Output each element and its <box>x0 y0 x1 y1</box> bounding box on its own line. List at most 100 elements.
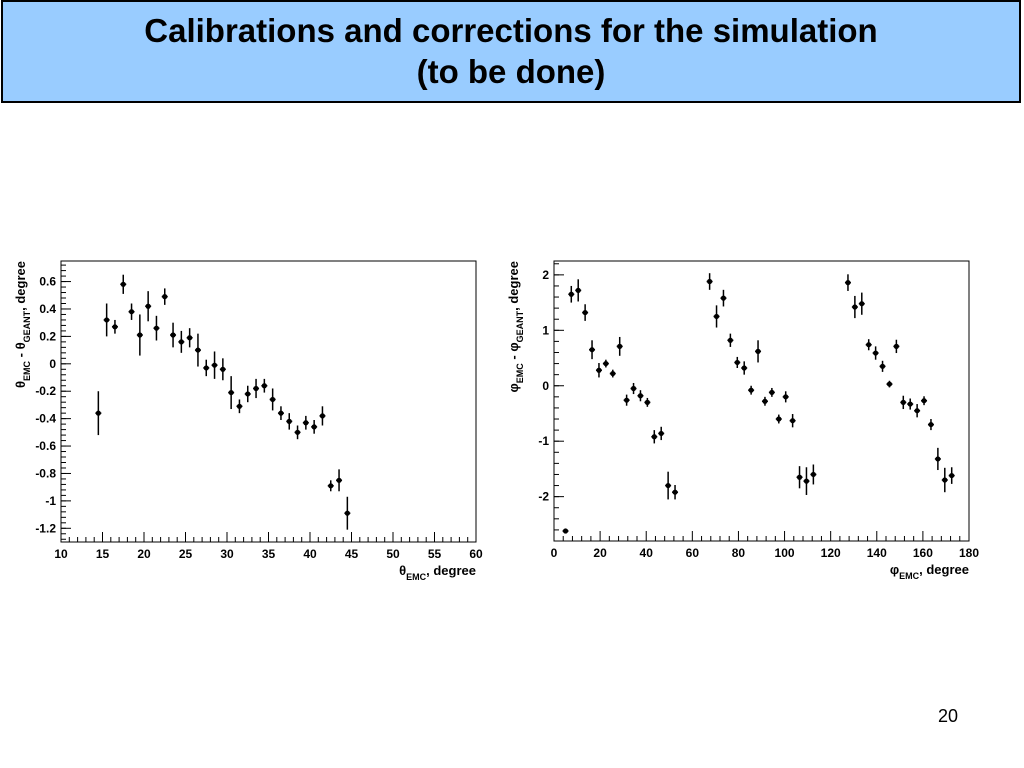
data-point <box>145 291 152 322</box>
point-marker <box>261 383 267 389</box>
data-point <box>761 396 768 406</box>
data-point <box>311 420 318 434</box>
point-marker <box>921 398 927 404</box>
data-point <box>219 358 226 381</box>
y-tick-label: -0.4 <box>35 412 56 426</box>
point-marker <box>783 394 789 400</box>
point-marker <box>589 347 595 353</box>
point-marker <box>596 367 602 373</box>
point-marker <box>852 304 858 310</box>
data-point <box>893 339 900 354</box>
x-tick-label: 180 <box>959 546 979 560</box>
point-marker <box>741 365 747 371</box>
data-point <box>741 361 748 375</box>
point-marker <box>637 393 644 399</box>
data-point <box>153 315 160 341</box>
y-tick-label: 1 <box>542 323 549 337</box>
x-tick-label: 140 <box>867 546 887 560</box>
data-point <box>748 385 755 395</box>
y-tick-label: 2 <box>542 268 549 282</box>
slide-title-banner: Calibrations and corrections for the sim… <box>1 0 1021 103</box>
data-point <box>103 303 110 337</box>
point-marker <box>153 325 160 331</box>
data-point <box>211 351 218 379</box>
data-point <box>782 391 789 403</box>
point-marker <box>610 370 616 377</box>
point-marker <box>236 403 243 409</box>
point-marker <box>311 424 317 430</box>
point-marker <box>748 387 754 393</box>
x-axis-label: φEMC, degree <box>890 562 969 580</box>
point-marker <box>278 410 284 416</box>
x-tick-label: 60 <box>686 546 700 560</box>
data-point <box>927 419 934 431</box>
data-point <box>858 292 865 315</box>
point-marker <box>575 287 581 293</box>
point-marker <box>942 477 948 483</box>
data-point <box>886 380 893 388</box>
y-tick-label: -1 <box>45 494 56 508</box>
data-point <box>186 328 193 348</box>
data-point <box>589 340 596 360</box>
data-point <box>727 333 734 347</box>
point-marker <box>162 294 168 300</box>
point-marker <box>707 278 713 285</box>
point-marker <box>886 381 893 387</box>
point-marker <box>228 389 234 396</box>
data-point <box>810 464 817 485</box>
point-marker <box>178 339 184 345</box>
point-marker <box>810 471 816 478</box>
point-marker <box>776 416 782 422</box>
data-point <box>327 480 334 492</box>
point-marker <box>137 332 143 338</box>
y-tick-label: -2 <box>538 490 549 504</box>
y-tick-label: -0.8 <box>35 466 56 480</box>
point-marker <box>845 280 851 286</box>
data-point <box>194 333 201 367</box>
point-marker <box>568 291 574 297</box>
data-point <box>236 399 243 414</box>
slide-title-line-2: (to be done) <box>416 53 606 90</box>
data-point <box>302 415 309 430</box>
point-marker <box>128 309 135 315</box>
point-marker <box>170 332 176 338</box>
theta-residual-plot: 10 15 20 25 30 35 40 45 50 55 60 -1.2 -1 -0.8 -0.6 -0.4… <box>13 260 483 580</box>
data-point <box>161 288 168 305</box>
data-point <box>277 406 284 421</box>
data-point <box>672 485 679 500</box>
data-point <box>844 274 851 291</box>
point-marker <box>803 478 810 484</box>
point-marker <box>294 429 301 435</box>
y-tick-label: 0.6 <box>39 275 56 289</box>
x-tick-label: 55 <box>428 547 442 561</box>
data-point <box>128 303 135 320</box>
plot-frame <box>553 260 970 542</box>
data-point <box>344 496 351 530</box>
point-marker <box>145 303 151 309</box>
point-marker <box>95 410 101 416</box>
data-point <box>865 339 872 351</box>
point-marker <box>336 477 342 483</box>
x-tick-label: 160 <box>913 546 933 560</box>
data-point <box>120 274 127 294</box>
data-point <box>95 391 102 436</box>
y-tick-label: -0.6 <box>35 439 56 453</box>
x-tick-label: 100 <box>775 546 795 560</box>
data-point <box>658 426 665 441</box>
y-tick-label: 0 <box>49 357 56 371</box>
x-tick-label: 20 <box>593 546 607 560</box>
x-tick-label: 20 <box>137 547 151 561</box>
data-point <box>789 414 796 428</box>
point-marker <box>112 324 118 330</box>
point-marker <box>796 474 803 480</box>
point-marker <box>319 413 326 419</box>
point-marker <box>734 359 740 366</box>
x-tick-label: 0 <box>551 546 558 560</box>
data-point <box>595 363 602 378</box>
data-point <box>734 356 741 369</box>
point-marker <box>328 483 334 489</box>
data-point <box>575 279 582 302</box>
x-tick-label: 40 <box>303 547 317 561</box>
x-tick-label: 30 <box>220 547 234 561</box>
point-marker <box>603 360 609 367</box>
